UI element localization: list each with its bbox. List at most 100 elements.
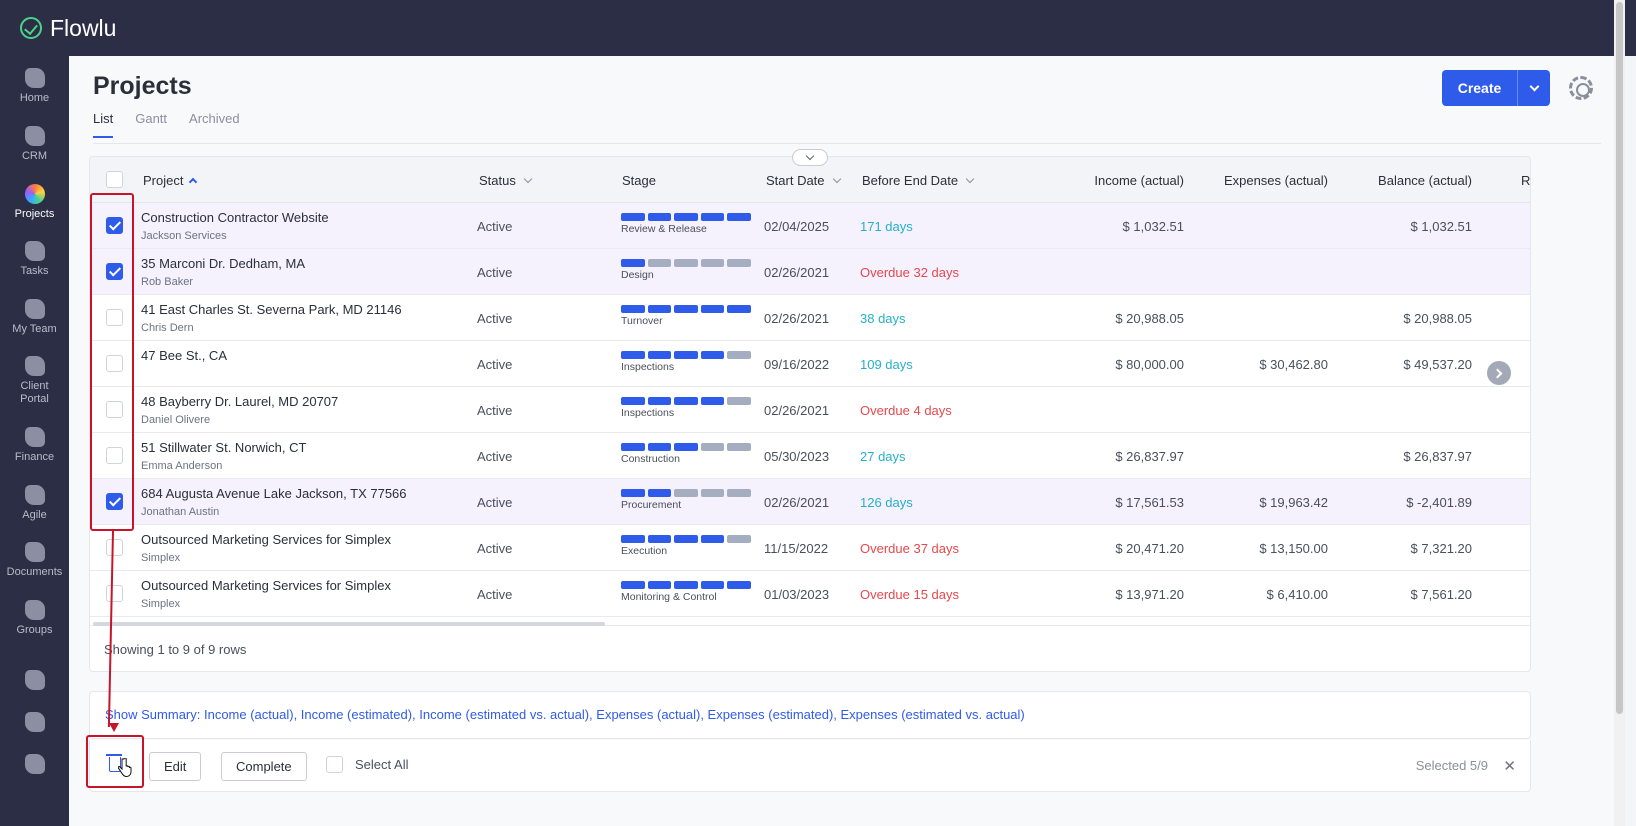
project-name[interactable]: 684 Augusta Avenue Lake Jackson, TX 7756…: [141, 486, 407, 501]
row-checkbox[interactable]: [106, 539, 123, 556]
sidebar-item-knowledge-base[interactable]: [0, 670, 69, 694]
project-client[interactable]: Daniel Olivere: [141, 414, 211, 426]
column-start-date[interactable]: Start Date: [766, 173, 841, 188]
table-row[interactable]: 684 Augusta Avenue Lake Jackson, TX 7756…: [90, 479, 1530, 525]
collapse-toggle[interactable]: [792, 149, 828, 166]
project-client[interactable]: Rob Baker: [141, 276, 193, 288]
row-checkbox[interactable]: [106, 447, 123, 464]
column-stage[interactable]: Stage: [622, 173, 656, 188]
table-row[interactable]: 35 Marconi Dr. Dedham, MA Rob Baker Active…: [90, 249, 1530, 295]
start-date-cell: 05/30/2023: [764, 449, 830, 464]
header-checkbox[interactable]: [106, 171, 123, 188]
complete-button[interactable]: Complete: [221, 752, 307, 781]
project-name[interactable]: 35 Marconi Dr. Dedham, MA: [141, 256, 306, 271]
sidebar-item-documents[interactable]: Documents: [0, 542, 69, 578]
create-dropdown-button[interactable]: [1517, 70, 1550, 106]
column-status[interactable]: Status: [479, 173, 533, 188]
show-summary-link[interactable]: Show Summary: Income (actual), Income (e…: [89, 691, 1531, 739]
column-expenses[interactable]: Expenses (actual): [1223, 173, 1328, 188]
column-income[interactable]: Income (actual): [1094, 173, 1184, 188]
edit-button[interactable]: Edit: [149, 752, 202, 781]
column-balance[interactable]: Balance (actual): [1378, 173, 1472, 188]
stage-segment: [621, 535, 645, 543]
table-row[interactable]: Outsourced Marketing Services for Simple…: [90, 525, 1530, 571]
table-row[interactable]: Construction Contractor Website Jackson S…: [90, 203, 1530, 249]
create-button[interactable]: Create: [1442, 70, 1517, 106]
stage-segment: [700, 581, 725, 589]
tab-gantt[interactable]: Gantt: [135, 111, 168, 126]
income-cell: $ 80,000.00: [1115, 357, 1184, 372]
row-checkbox[interactable]: [106, 309, 123, 326]
project-client[interactable]: Simplex: [141, 552, 181, 564]
sidebar-item-client-portal[interactable]: Client Portal: [0, 356, 69, 406]
project-name[interactable]: 41 East Charles St. Severna Park, MD 211…: [141, 302, 402, 317]
sidebar-item-finance[interactable]: Finance: [0, 427, 69, 463]
sidebar-item-projects[interactable]: Projects: [0, 184, 69, 220]
chevron-down-icon: [805, 151, 815, 161]
project-client[interactable]: Simplex: [141, 598, 181, 610]
project-client[interactable]: Emma Anderson: [141, 460, 223, 472]
start-date-cell: 02/26/2021: [764, 265, 830, 280]
flowlu-logo[interactable]: Flowlu: [20, 15, 116, 42]
table-row[interactable]: 51 Stillwater St. Norwich, CT Emma Anders…: [90, 433, 1530, 479]
status-cell: Active: [477, 587, 513, 602]
table-row[interactable]: 41 East Charles St. Severna Park, MD 211…: [90, 295, 1530, 341]
sidebar-item-crm[interactable]: CRM: [0, 126, 69, 162]
stage-segment: [647, 351, 672, 359]
project-name[interactable]: Outsourced Marketing Services for Simple…: [141, 578, 391, 593]
stage-progress: Inspections: [621, 397, 752, 419]
vertical-scrollbar[interactable]: [1614, 0, 1625, 826]
start-date-cell: 01/03/2023: [764, 587, 830, 602]
table-row[interactable]: Outsourced Marketing Services for Simple…: [90, 571, 1530, 617]
table-row[interactable]: 48 Bayberry Dr. Laurel, MD 20707 Daniel O…: [90, 387, 1530, 433]
top-bar: Flowlu: [0, 0, 1636, 56]
project-client[interactable]: Jonathan Austin: [141, 506, 220, 518]
stage-segment: [647, 305, 672, 313]
sidebar-item-tasks[interactable]: Tasks: [0, 241, 69, 277]
sidebar-item-agile[interactable]: Agile: [0, 485, 69, 521]
sidebar: Home CRM Projects Tasks My Team Client P…: [0, 56, 69, 826]
sidebar-item-settings[interactable]: [0, 712, 69, 736]
tab-archived[interactable]: Archived: [189, 111, 240, 126]
column-before-end-date[interactable]: Before End Date: [862, 173, 975, 188]
column-project[interactable]: Project: [143, 173, 198, 188]
stage-bar: [621, 535, 752, 543]
row-checkbox[interactable]: [106, 493, 123, 510]
stage-label: Inspections: [621, 407, 675, 419]
sidebar-item-home[interactable]: Home: [0, 68, 69, 104]
tab-list[interactable]: List: [93, 111, 114, 138]
project-name[interactable]: Construction Contractor Website: [141, 210, 329, 225]
gear-icon[interactable]: [1569, 76, 1593, 100]
project-client[interactable]: Jackson Services: [141, 230, 227, 242]
agile-icon: [24, 485, 45, 505]
stage-segment: [621, 443, 645, 451]
scroll-right-button[interactable]: [1487, 361, 1511, 385]
project-name[interactable]: Outsourced Marketing Services for Simple…: [141, 532, 391, 547]
status-cell: Active: [477, 449, 513, 464]
project-name[interactable]: 47 Bee St., CA: [141, 348, 227, 363]
project-name[interactable]: 51 Stillwater St. Norwich, CT: [141, 440, 307, 455]
close-icon[interactable]: ✕: [1503, 758, 1516, 775]
table-row[interactable]: 47 Bee St., CA Active Inspections 09/16/202…: [90, 341, 1530, 387]
row-checkbox[interactable]: [106, 263, 123, 280]
row-checkbox[interactable]: [106, 401, 123, 418]
income-cell: $ 26,837.97: [1115, 449, 1184, 464]
sidebar-item-groups[interactable]: Groups: [0, 600, 69, 636]
row-checkbox[interactable]: [106, 585, 123, 602]
select-all-checkbox[interactable]: [326, 756, 343, 773]
row-checkbox[interactable]: [106, 217, 123, 234]
vertical-scrollbar-thumb[interactable]: [1616, 2, 1623, 714]
sidebar-item-my-team[interactable]: My Team: [0, 299, 69, 335]
row-checkbox[interactable]: [106, 355, 123, 372]
delete-button[interactable]: [98, 752, 136, 780]
project-client[interactable]: Chris Dern: [141, 322, 194, 334]
stage-label: Design: [621, 269, 654, 281]
column-truncated[interactable]: Re: [1521, 173, 1531, 188]
start-date-cell: 02/04/2025: [764, 219, 830, 234]
sidebar-item-support[interactable]: [0, 754, 69, 778]
stage-segment: [700, 489, 725, 497]
horizontal-scrollbar[interactable]: [93, 622, 605, 626]
select-all-toggle[interactable]: Select All: [326, 756, 408, 773]
project-name[interactable]: 48 Bayberry Dr. Laurel, MD 20707: [141, 394, 339, 409]
stage-bar: [621, 259, 752, 267]
